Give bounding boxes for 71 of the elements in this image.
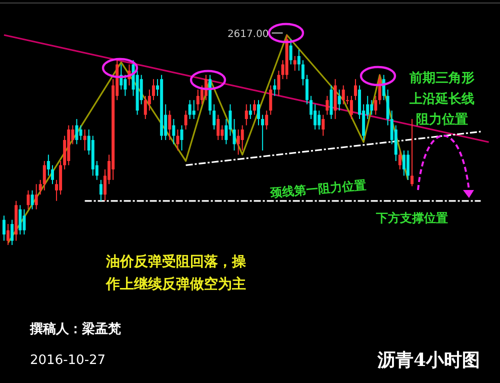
candlestick [240,124,244,151]
candlestick [322,114,325,136]
candlestick [50,164,54,185]
candlestick [398,150,402,170]
candlestick [22,208,26,235]
candlestick [188,100,192,120]
candlestick [354,78,357,101]
candlestick [236,129,240,156]
annotation: 前期三角形上沿延长线阻力位置 [408,71,474,128]
candlestick [306,74,308,105]
candlestick [184,110,188,130]
candlestick [6,224,10,246]
candlestick [265,110,268,130]
candlestick [144,95,147,120]
candlestick [402,150,406,176]
candlestick [297,49,300,72]
candlestick [168,110,172,140]
candlestick [386,89,390,126]
candlestick [192,100,196,120]
candlestick [34,184,38,210]
candlestick [10,219,14,246]
candlestick [406,150,410,180]
candlestick [277,70,280,96]
candlestick [314,104,317,130]
candlestick [228,104,232,136]
candlestick [99,179,102,202]
text: 2016-10-27 [30,353,106,368]
candlestick [26,190,30,210]
candlestick [152,78,155,101]
candlestick [338,89,341,112]
candlestick [180,124,184,151]
candlestick [293,56,296,72]
candlestick [269,84,272,116]
candlestick [83,129,86,151]
candlestick [42,160,46,191]
candlestick [248,104,252,120]
candlestick [38,179,42,196]
candlestick [370,100,374,116]
candlestick [244,104,248,126]
candlestick [350,95,353,120]
candlestick [273,78,276,96]
candlestick [261,114,264,151]
candlestick [216,114,220,140]
text: 油价反弹受阻回落，操作上继续反弹做空为主 [105,253,247,292]
candlestick [46,154,50,176]
text: 撰稿人：梁孟梵 [29,321,122,337]
candlestick [75,118,78,145]
candlestick [212,104,216,130]
candlestick [2,215,6,242]
candlestick [289,38,292,65]
candlestick [232,118,236,151]
candlestick [18,204,22,235]
candlestick [326,95,329,116]
candlestick [79,124,82,140]
candlestick [410,118,414,187]
candlestick [257,100,260,126]
candlestick [148,89,151,112]
annotation: 下方支撑位置 [375,211,448,225]
text: 沥青4小时图 [376,350,480,371]
candlestick [374,95,378,116]
candlestick [172,118,176,145]
candlestick [301,60,304,86]
candlestick [176,129,180,151]
annotation: 2617.00 [227,29,269,40]
candlestick [342,84,345,105]
candlestick [252,100,256,116]
candlestick [124,74,127,96]
annotation: 颈线第一阻力位置 [268,178,367,200]
candlestick [196,89,200,112]
candlestick [318,110,321,130]
candlestick [30,190,34,210]
